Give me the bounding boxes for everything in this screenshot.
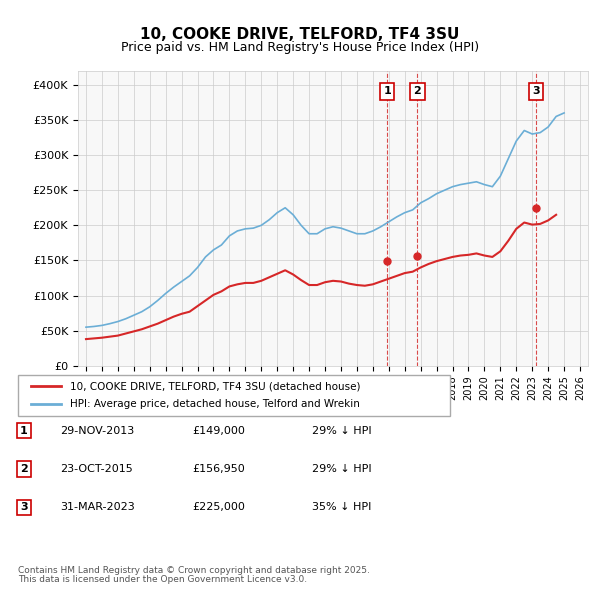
- Text: Contains HM Land Registry data © Crown copyright and database right 2025.: Contains HM Land Registry data © Crown c…: [18, 566, 370, 575]
- Text: 29% ↓ HPI: 29% ↓ HPI: [312, 426, 371, 435]
- Text: 3: 3: [532, 87, 540, 96]
- Text: 29% ↓ HPI: 29% ↓ HPI: [312, 464, 371, 474]
- Text: 10, COOKE DRIVE, TELFORD, TF4 3SU (detached house): 10, COOKE DRIVE, TELFORD, TF4 3SU (detac…: [70, 381, 361, 391]
- FancyBboxPatch shape: [18, 375, 450, 416]
- Text: 31-MAR-2023: 31-MAR-2023: [60, 503, 135, 512]
- Text: Price paid vs. HM Land Registry's House Price Index (HPI): Price paid vs. HM Land Registry's House …: [121, 41, 479, 54]
- Text: £156,950: £156,950: [192, 464, 245, 474]
- Text: This data is licensed under the Open Government Licence v3.0.: This data is licensed under the Open Gov…: [18, 575, 307, 584]
- Text: 1: 1: [20, 426, 28, 435]
- Text: £225,000: £225,000: [192, 503, 245, 512]
- Text: £149,000: £149,000: [192, 426, 245, 435]
- Text: 10, COOKE DRIVE, TELFORD, TF4 3SU: 10, COOKE DRIVE, TELFORD, TF4 3SU: [140, 27, 460, 41]
- Text: 2: 2: [413, 87, 421, 96]
- Text: 1: 1: [383, 87, 391, 96]
- Text: 3: 3: [20, 503, 28, 512]
- Text: 35% ↓ HPI: 35% ↓ HPI: [312, 503, 371, 512]
- Text: 2: 2: [20, 464, 28, 474]
- Text: HPI: Average price, detached house, Telford and Wrekin: HPI: Average price, detached house, Telf…: [70, 399, 360, 409]
- Text: 29-NOV-2013: 29-NOV-2013: [60, 426, 134, 435]
- Text: 23-OCT-2015: 23-OCT-2015: [60, 464, 133, 474]
